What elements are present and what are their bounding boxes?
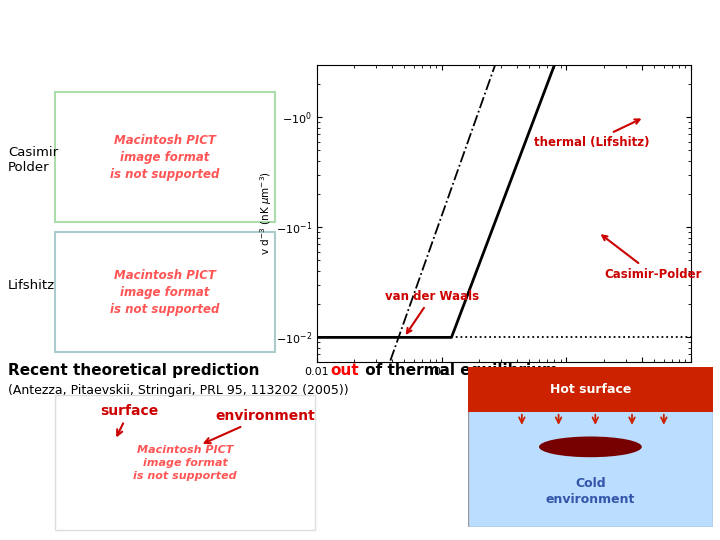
Text: Recent theoretical prediction: Recent theoretical prediction <box>8 362 265 377</box>
Bar <box>468 367 713 412</box>
Text: thermal (Lifshitz): thermal (Lifshitz) <box>534 119 649 149</box>
Text: Hot surface: Hot surface <box>549 383 631 396</box>
X-axis label: d (μm): d (μm) <box>483 382 525 395</box>
Text: Asymptotic behaviour of the surface-atom force: Asymptotic behaviour of the surface-atom… <box>9 16 495 34</box>
Bar <box>55 395 315 530</box>
Text: Macintosh PICT
image format
is not supported: Macintosh PICT image format is not suppo… <box>133 445 237 481</box>
Text: Casimir-Polder: Casimir-Polder <box>603 235 701 280</box>
Text: Macintosh PICT
image format
is not supported: Macintosh PICT image format is not suppo… <box>110 134 220 181</box>
Text: of thermal equilibrium: of thermal equilibrium <box>360 362 558 377</box>
Text: out: out <box>330 362 359 377</box>
Text: Casimir
Polder: Casimir Polder <box>8 146 58 174</box>
Text: Cold
environment: Cold environment <box>546 477 635 506</box>
Y-axis label: v d$^{-3}$ (nK $\mu$m$^{-3}$): v d$^{-3}$ (nK $\mu$m$^{-3}$) <box>258 171 274 255</box>
Text: environment: environment <box>204 409 315 443</box>
Text: surface: surface <box>100 404 158 435</box>
Bar <box>55 232 275 352</box>
Text: Macintosh PICT
image format
is not supported: Macintosh PICT image format is not suppo… <box>110 268 220 315</box>
Bar <box>55 92 275 222</box>
Text: (Antezza, Pitaevskii, Stringari, PRL 95, 113202 (2005)): (Antezza, Pitaevskii, Stringari, PRL 95,… <box>8 383 348 396</box>
Ellipse shape <box>539 436 642 457</box>
Text: van der Waals: van der Waals <box>384 289 479 333</box>
Text: Lifshitz: Lifshitz <box>8 279 55 292</box>
